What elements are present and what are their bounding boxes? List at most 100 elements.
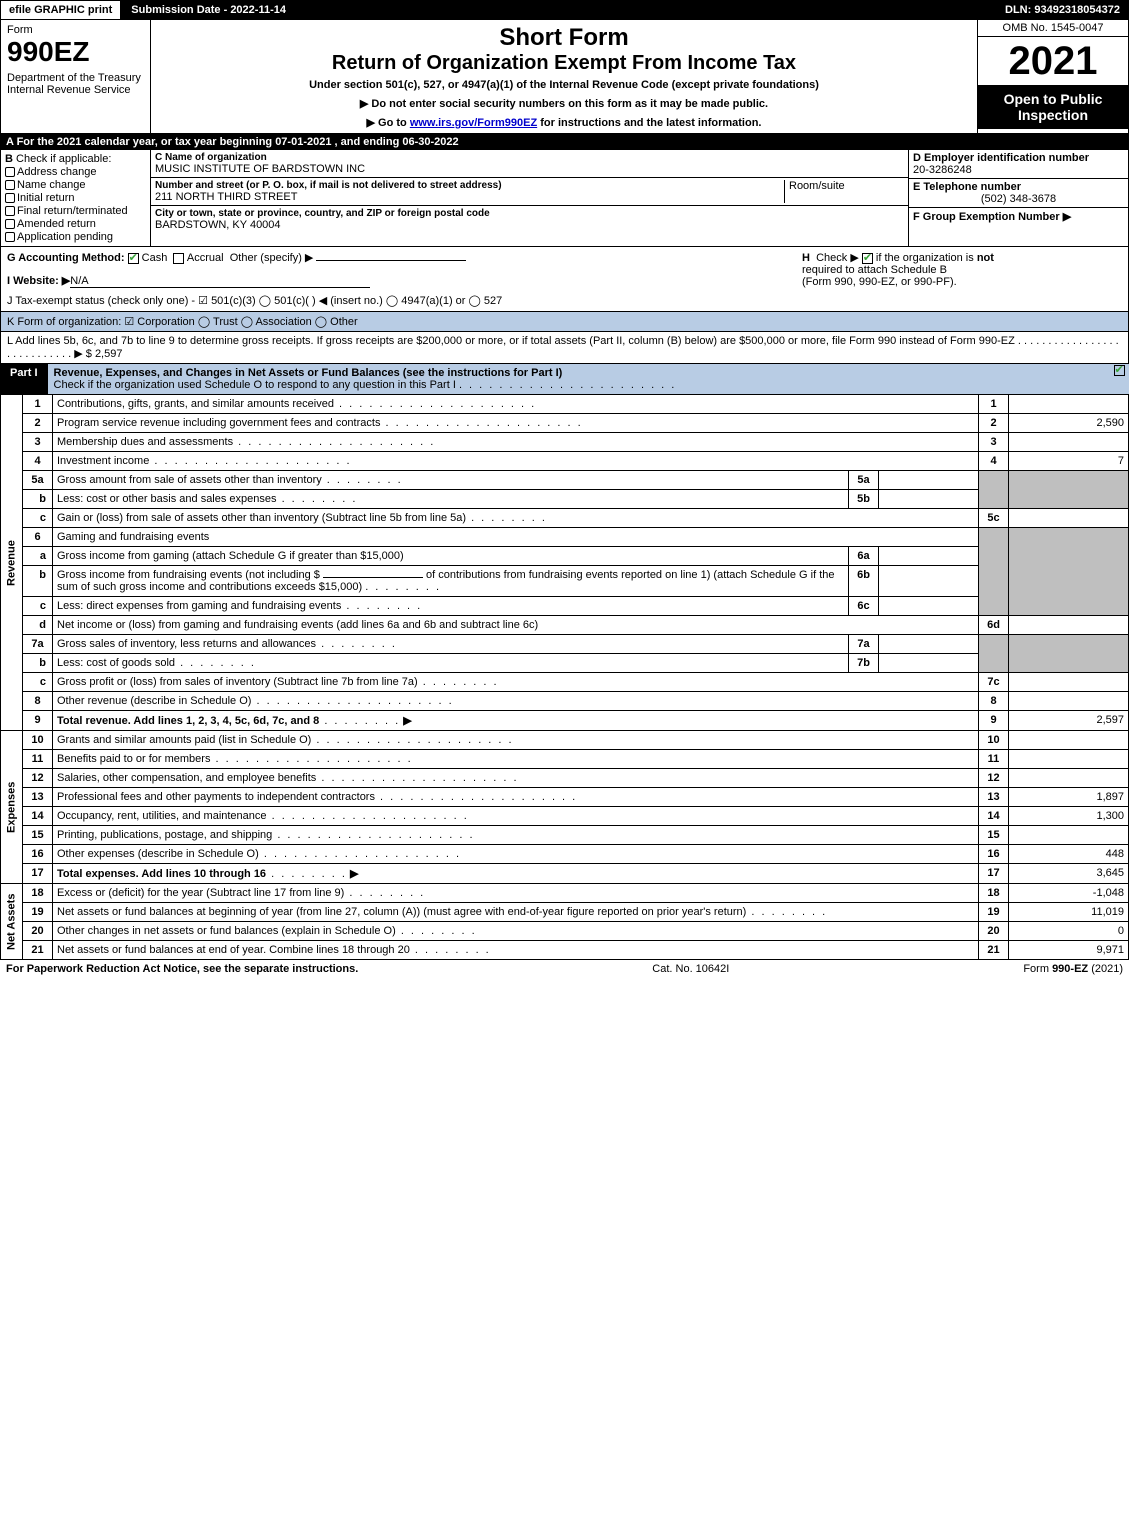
- ln17-dots: [266, 868, 347, 880]
- ln3-val: [1009, 433, 1129, 452]
- g-accrual: Accrual: [187, 252, 224, 264]
- ln4-num: 4: [23, 452, 53, 471]
- ln16-val: 448: [1009, 845, 1129, 864]
- ln2-desc: Program service revenue including govern…: [57, 417, 583, 429]
- ln6b-pre: Gross income from fundraising events (no…: [57, 569, 320, 581]
- ln8-rnum: 8: [979, 692, 1009, 711]
- short-form-title: Short Form: [157, 24, 971, 52]
- part1-header: Part I Revenue, Expenses, and Changes in…: [0, 364, 1129, 394]
- cb-amended-return[interactable]: [5, 219, 15, 229]
- ln3-rnum: 3: [979, 433, 1009, 452]
- ln5ab-greyval: [1009, 471, 1129, 509]
- expenses-label: Expenses: [1, 731, 23, 884]
- efile-print[interactable]: efile GRAPHIC print: [1, 1, 121, 19]
- h-text4: (Form 990, 990-EZ, or 990-PF).: [802, 276, 957, 288]
- ln10-num: 10: [23, 731, 53, 750]
- cb-final-return[interactable]: [5, 206, 15, 216]
- ln10-rnum: 10: [979, 731, 1009, 750]
- ln17-val: 3,645: [1009, 864, 1129, 884]
- ln7a-mv: [879, 635, 979, 654]
- footer-right-post: (2021): [1088, 963, 1123, 975]
- ln12-num: 12: [23, 769, 53, 788]
- footer-left: For Paperwork Reduction Act Notice, see …: [6, 963, 358, 975]
- ln6b-mv: [879, 566, 979, 597]
- cb-accrual[interactable]: [173, 253, 184, 264]
- g-other-line[interactable]: [316, 260, 466, 261]
- part1-sub: Check if the organization used Schedule …: [54, 379, 456, 391]
- ln20-val: 0: [1009, 922, 1129, 941]
- ln4-val: 7: [1009, 452, 1129, 471]
- ln6-num: 6: [23, 528, 53, 547]
- block-b: B Check if applicable: Address change Na…: [1, 150, 151, 246]
- department: Department of the Treasury Internal Reve…: [7, 72, 144, 96]
- ln16-num: 16: [23, 845, 53, 864]
- ln5b-mn: 5b: [849, 490, 879, 509]
- cb-part1-scho[interactable]: [1114, 365, 1125, 376]
- ln6-grey: [979, 528, 1009, 616]
- ln17-num: 17: [23, 864, 53, 884]
- ln2-val: 2,590: [1009, 414, 1129, 433]
- ln18-rnum: 18: [979, 884, 1009, 903]
- ln6-greyval: [1009, 528, 1129, 616]
- org-name: MUSIC INSTITUTE OF BARDSTOWN INC: [155, 163, 904, 175]
- cb-name-change[interactable]: [5, 180, 15, 190]
- ln9-val: 2,597: [1009, 711, 1129, 731]
- c-name-label: C Name of organization: [155, 152, 904, 163]
- ln5c-desc: Gain or (loss) from sale of assets other…: [57, 512, 547, 524]
- irs-link[interactable]: www.irs.gov/Form990EZ: [410, 117, 537, 129]
- opt-application-pending: Application pending: [17, 231, 113, 243]
- ln6b-blank[interactable]: [323, 577, 423, 578]
- block-c: C Name of organization MUSIC INSTITUTE O…: [151, 150, 908, 246]
- opt-address-change: Address change: [17, 166, 97, 178]
- cb-application-pending[interactable]: [5, 232, 15, 242]
- ln5a-num: 5a: [23, 471, 53, 490]
- block-bcd: B Check if applicable: Address change Na…: [0, 150, 1129, 247]
- ln7a-desc: Gross sales of inventory, less returns a…: [57, 638, 397, 650]
- h-text1: Check ▶: [816, 252, 859, 264]
- ln10-val: [1009, 731, 1129, 750]
- netassets-label: Net Assets: [1, 884, 23, 960]
- ln4-rnum: 4: [979, 452, 1009, 471]
- ln15-desc: Printing, publications, postage, and shi…: [57, 829, 475, 841]
- ln13-rnum: 13: [979, 788, 1009, 807]
- ln7c-rnum: 7c: [979, 673, 1009, 692]
- ln12-rnum: 12: [979, 769, 1009, 788]
- ln1-rnum: 1: [979, 395, 1009, 414]
- room-suite: Room/suite: [784, 180, 904, 203]
- ln7b-num: b: [23, 654, 53, 673]
- ln16-rnum: 16: [979, 845, 1009, 864]
- cb-h[interactable]: [862, 253, 873, 264]
- h-block: H Check ▶ if the organization is not req…: [802, 251, 1122, 307]
- cb-address-change[interactable]: [5, 167, 15, 177]
- cb-cash[interactable]: [128, 253, 139, 264]
- row-l: L Add lines 5b, 6c, and 7b to line 9 to …: [0, 332, 1129, 364]
- j-line: J Tax-exempt status (check only one) - ☑…: [7, 294, 502, 307]
- g-cash: Cash: [142, 252, 168, 264]
- ln20-dots: [396, 925, 477, 937]
- ln6a-mn: 6a: [849, 547, 879, 566]
- ln20-desc: Other changes in net assets or fund bala…: [57, 925, 396, 937]
- ln7ab-greyval: [1009, 635, 1129, 673]
- ln13-num: 13: [23, 788, 53, 807]
- ln6c-desc: Less: direct expenses from gaming and fu…: [57, 600, 422, 612]
- ln6a-desc: Gross income from gaming (attach Schedul…: [53, 547, 849, 566]
- ln6d-val: [1009, 616, 1129, 635]
- ln21-num: 21: [23, 941, 53, 960]
- ln6-desc: Gaming and fundraising events: [53, 528, 979, 547]
- org-city: BARDSTOWN, KY 40004: [155, 219, 904, 231]
- form-number: 990EZ: [7, 36, 144, 68]
- ln5b-desc: Less: cost or other basis and sales expe…: [57, 493, 357, 505]
- ln19-desc: Net assets or fund balances at beginning…: [57, 906, 746, 918]
- ln1-desc: Contributions, gifts, grants, and simila…: [57, 398, 536, 410]
- ln11-rnum: 11: [979, 750, 1009, 769]
- ln5c-num: c: [23, 509, 53, 528]
- footer-right-pre: Form: [1023, 963, 1052, 975]
- ln9-rnum: 9: [979, 711, 1009, 731]
- telephone: (502) 348-3678: [913, 193, 1124, 205]
- ln13-desc: Professional fees and other payments to …: [57, 791, 577, 803]
- i-label: I Website: ▶: [7, 275, 70, 287]
- ln14-val: 1,300: [1009, 807, 1129, 826]
- cb-initial-return[interactable]: [5, 193, 15, 203]
- ln16-desc: Other expenses (describe in Schedule O): [57, 848, 461, 860]
- header-center: Short Form Return of Organization Exempt…: [151, 20, 978, 133]
